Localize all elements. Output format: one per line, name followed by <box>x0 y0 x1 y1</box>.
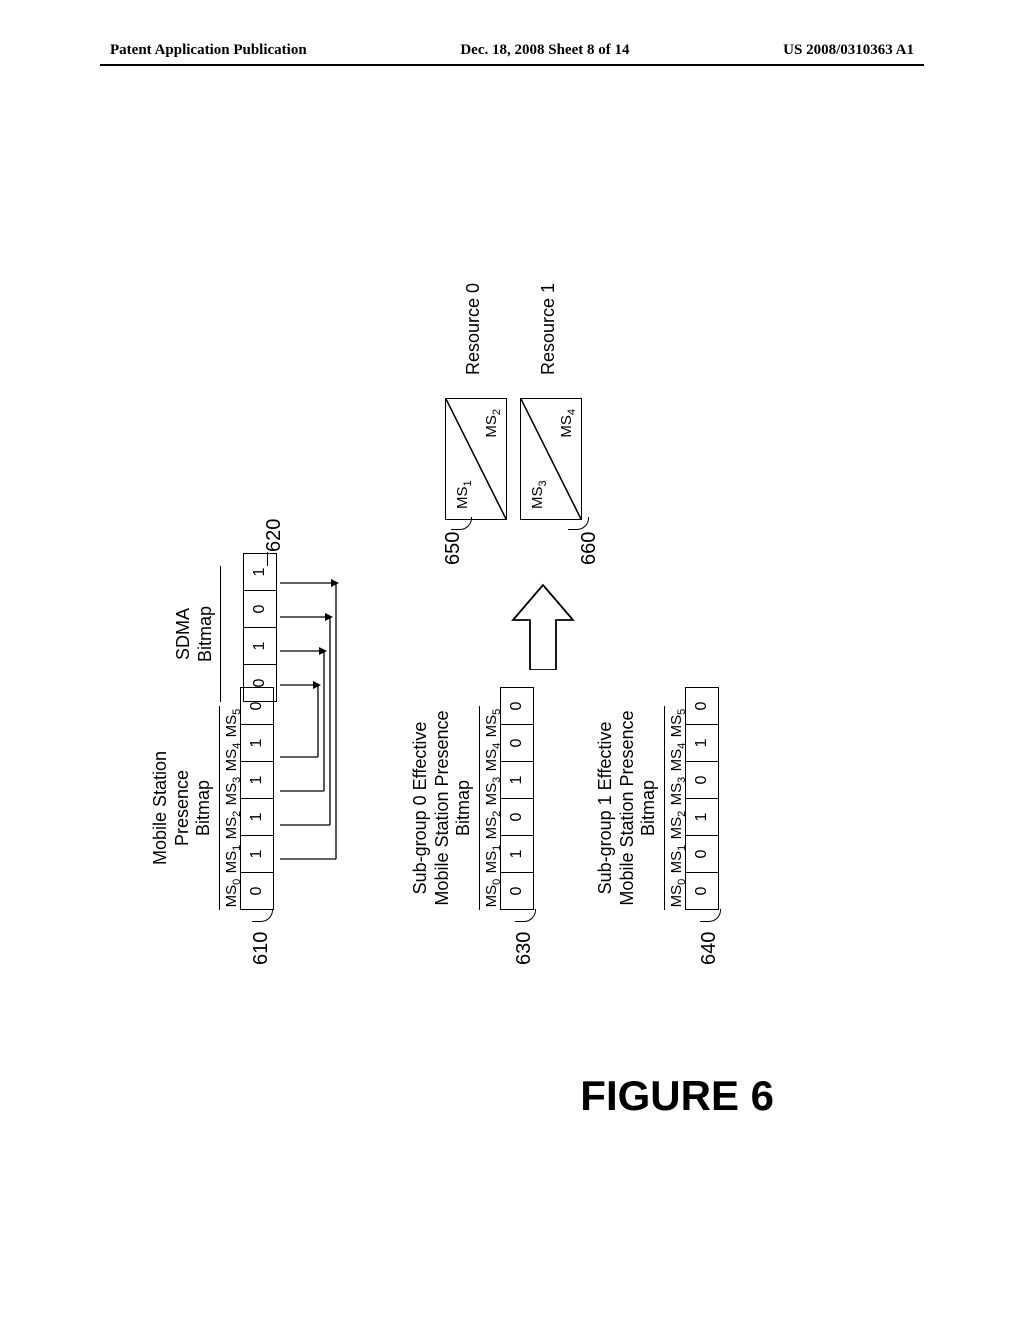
resource-0-label: Resource 0 <box>463 283 484 375</box>
bitmap-630-table: 0 1 0 1 0 0 <box>500 687 534 910</box>
arc-630 <box>515 909 536 922</box>
bitmap-640-table: 0 0 1 0 1 0 <box>685 687 719 910</box>
ref-610: 610 <box>250 932 273 965</box>
bitmap-610-title: Mobile StationPresenceBitmap <box>150 706 215 910</box>
ref-640: 640 <box>698 932 721 965</box>
diagram-rotated-stage: Mobile StationPresenceBitmap MS0MS1MS2MS… <box>150 230 950 930</box>
header-center: Dec. 18, 2008 Sheet 8 of 14 <box>460 42 629 59</box>
bitmap-620: SDMABitmap 0 1 0 1 <box>173 553 277 702</box>
result-arrow-icon <box>510 580 576 670</box>
page-header: Patent Application Publication Dec. 18, … <box>0 42 1024 59</box>
ref-620-line <box>267 552 268 566</box>
connector-lines <box>280 530 380 930</box>
ref-650: 650 <box>442 532 465 565</box>
arc-640 <box>700 909 721 922</box>
bitmap-640-title: Sub-group 1 EffectiveMobile Station Pres… <box>595 706 660 910</box>
bitmap-610-cols: MS0MS1MS2MS3MS4MS5 <box>223 687 240 910</box>
arc-610 <box>252 909 273 922</box>
bitmap-610: Mobile StationPresenceBitmap MS0MS1MS2MS… <box>150 687 274 910</box>
bitmap-640: Sub-group 1 EffectiveMobile Station Pres… <box>595 687 719 910</box>
header-right: US 2008/0310363 A1 <box>783 42 914 59</box>
bitmap-630-title: Sub-group 0 EffectiveMobile Station Pres… <box>410 706 475 910</box>
bitmap-640-cols: MS0MS1MS2MS3MS4MS5 <box>668 687 685 910</box>
resource-1-label: Resource 1 <box>538 283 559 375</box>
figure-label: FIGURE 6 <box>580 1072 774 1120</box>
header-left: Patent Application Publication <box>110 42 307 59</box>
arc-660 <box>568 517 589 530</box>
header-rule <box>100 64 924 66</box>
bitmap-610-table: 0 1 1 1 1 0 <box>240 687 274 910</box>
resource-1-box: MS3 MS4 <box>520 398 582 520</box>
resource-0-box: MS1 MS2 <box>445 398 507 520</box>
bitmap-620-title: SDMABitmap <box>173 566 216 702</box>
ref-660: 660 <box>578 532 601 565</box>
bitmap-620-table: 0 1 0 1 <box>243 553 277 702</box>
ref-630: 630 <box>513 932 536 965</box>
arc-650 <box>451 517 472 530</box>
bitmap-630-cols: MS0MS1MS2MS3MS4MS5 <box>483 687 500 910</box>
bitmap-630: Sub-group 0 EffectiveMobile Station Pres… <box>410 687 534 910</box>
